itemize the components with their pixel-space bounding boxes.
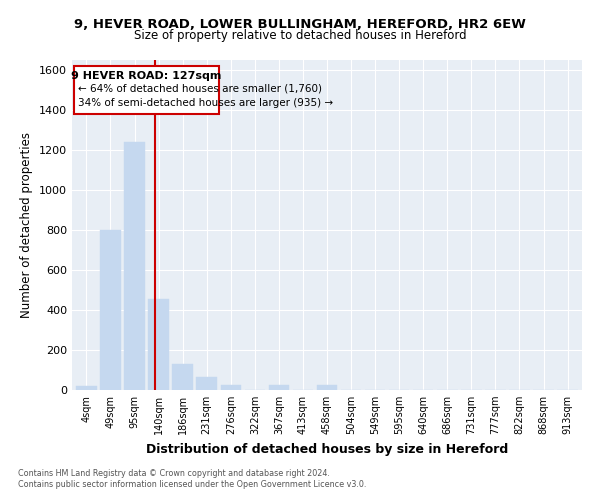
Y-axis label: Number of detached properties: Number of detached properties — [20, 132, 34, 318]
Text: Contains HM Land Registry data © Crown copyright and database right 2024.: Contains HM Land Registry data © Crown c… — [18, 468, 330, 477]
Bar — [76, 386, 97, 390]
Text: 9, HEVER ROAD, LOWER BULLINGHAM, HEREFORD, HR2 6EW: 9, HEVER ROAD, LOWER BULLINGHAM, HEREFOR… — [74, 18, 526, 30]
Bar — [172, 364, 193, 390]
Text: ← 64% of detached houses are smaller (1,760): ← 64% of detached houses are smaller (1,… — [78, 84, 322, 94]
Text: Contains public sector information licensed under the Open Government Licence v3: Contains public sector information licen… — [18, 480, 367, 489]
Bar — [196, 377, 217, 390]
Bar — [124, 142, 145, 390]
X-axis label: Distribution of detached houses by size in Hereford: Distribution of detached houses by size … — [146, 442, 508, 456]
Bar — [269, 385, 289, 390]
Bar — [317, 385, 337, 390]
Bar — [221, 385, 241, 390]
Text: 9 HEVER ROAD: 127sqm: 9 HEVER ROAD: 127sqm — [71, 71, 222, 81]
Bar — [148, 299, 169, 390]
Text: Size of property relative to detached houses in Hereford: Size of property relative to detached ho… — [134, 29, 466, 42]
Bar — [100, 230, 121, 390]
Bar — [74, 66, 219, 114]
Text: 34% of semi-detached houses are larger (935) →: 34% of semi-detached houses are larger (… — [78, 98, 333, 108]
